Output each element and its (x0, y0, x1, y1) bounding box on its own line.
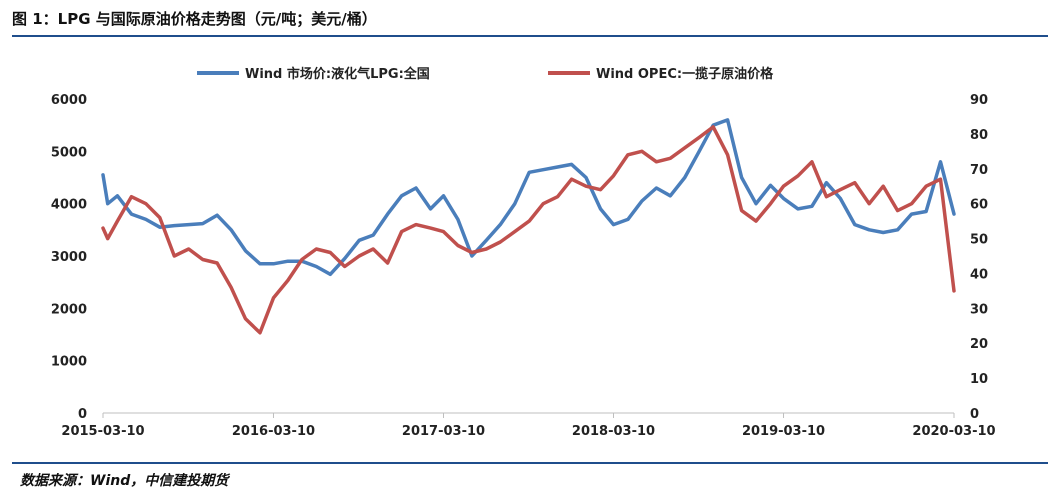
y-right-tick-label: 80 (970, 128, 988, 143)
y-left-tick-label: 2000 (51, 302, 87, 317)
legend-label-1: Wind 市场价:液化气LPG:全国 (245, 66, 430, 82)
series-layer (101, 118, 956, 335)
y-left-tick-label: 4000 (51, 198, 87, 213)
y-left-tick-label: 3000 (51, 250, 87, 265)
legend: Wind 市场价:液化气LPG:全国 Wind OPEC:一揽子原油价格 (197, 66, 774, 82)
axes: 0 1000 2000 3000 4000 5000 6000 0 10 20 30 40 50 60 70… (51, 93, 996, 439)
y-right-tick-label: 20 (970, 337, 988, 352)
x-tick-label: 2016-03-10 (232, 424, 315, 439)
y-right-tick-label: 30 (970, 302, 988, 317)
y-left-tick-label: 5000 (51, 145, 87, 160)
figure-title: 图 1：LPG 与国际原油价格走势图（元/吨；美元/桶） (12, 10, 377, 28)
series-line-2 (101, 125, 956, 335)
x-tick-label: 2019-03-10 (742, 424, 825, 439)
y-left-tick-label: 1000 (51, 355, 87, 370)
y-right-tick-label: 50 (970, 233, 988, 248)
y-left-tick-label: 0 (78, 407, 87, 422)
y-right-tick-label: 10 (970, 372, 988, 387)
legend-label-2: Wind OPEC:一揽子原油价格 (596, 66, 774, 82)
figure-source: 数据来源：Wind，中信建投期货 (20, 473, 229, 489)
x-tick-label: 2020-03-10 (912, 424, 995, 439)
y-right-tick-label: 70 (970, 163, 988, 178)
x-tick-label: 2015-03-10 (61, 424, 144, 439)
line-chart: Wind 市场价:液化气LPG:全国 Wind OPEC:一揽子原油价格 0100… (51, 66, 996, 439)
y-left-tick-label: 6000 (51, 93, 87, 108)
x-tick-label: 2017-03-10 (402, 424, 485, 439)
y-right-tick-label: 40 (970, 267, 988, 282)
y-right-tick-label: 60 (970, 198, 988, 213)
bottom-rule (12, 462, 1048, 464)
top-rule (12, 35, 1048, 37)
x-tick-label: 2018-03-10 (572, 424, 655, 439)
y-right-tick-label: 90 (970, 93, 988, 108)
series-line-1 (101, 118, 956, 277)
y-right-tick-label: 0 (970, 407, 979, 422)
